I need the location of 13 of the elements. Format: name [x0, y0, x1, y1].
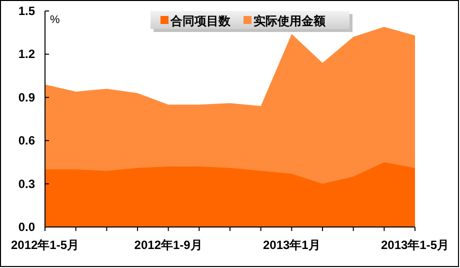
- legend-label: 合同项目数: [170, 14, 232, 28]
- y-tick-label: 0.3: [18, 176, 36, 191]
- x-tick-label: 2013年1-5月: [380, 238, 450, 252]
- y-tick-label: 0.9: [18, 90, 36, 104]
- legend-label: 实际使用金额: [254, 14, 326, 28]
- x-tick-label: 2013年1月: [262, 238, 320, 252]
- y-tick-label: 1.5: [18, 4, 36, 18]
- y-tick-label: 0.6: [18, 134, 36, 148]
- y-axis-title: %: [50, 14, 60, 26]
- y-tick-label: 1.2: [18, 47, 36, 62]
- x-tick-label: 2012年1-9月: [134, 238, 202, 252]
- x-tick-label: 2012年1-5月: [10, 238, 80, 252]
- y-tick-label: 0.0: [18, 220, 36, 234]
